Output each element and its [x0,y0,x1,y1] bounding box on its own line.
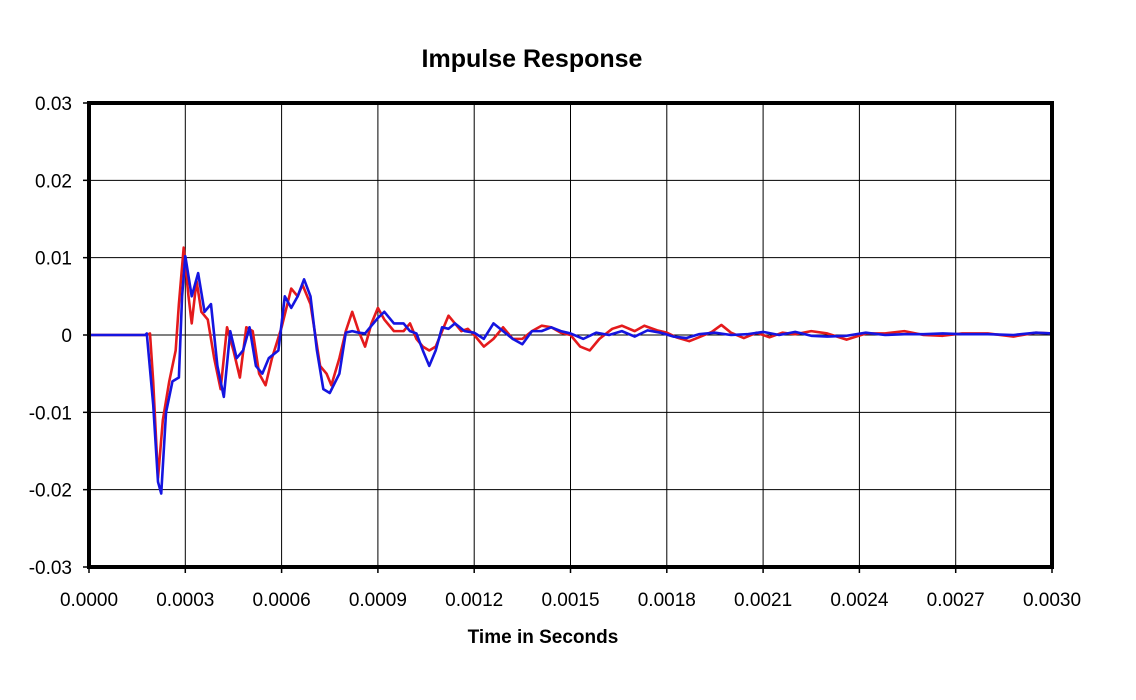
x-tick-label: 0.0030 [1023,590,1081,611]
x-tick-label: 0.0009 [349,590,407,611]
x-tick-label: 0.0018 [638,590,696,611]
y-tick-label: -0.03 [29,558,72,579]
chart-title: Impulse Response [422,45,643,73]
x-tick-label: 0.0006 [253,590,311,611]
x-tick-label: 0.0021 [734,590,792,611]
y-tick-label: 0.03 [35,94,72,115]
tick-labels: 0.0000 0.0003 0.0006 0.0009 0.0012 0.0015 0.00… [29,94,1081,611]
x-tick-label: 0.0003 [156,590,214,611]
series-lines [87,246,1054,495]
x-tick-label: 0.0024 [830,590,889,611]
y-tick-label: 0.01 [35,249,72,270]
x-tick-label: 0.0000 [60,590,118,611]
x-tick-label: 0.0012 [445,590,503,611]
series-line-2 [87,254,1054,495]
x-axis-label: Time in Seconds [468,627,619,648]
plot-area-frame [87,101,1054,569]
y-tick-label: 0.02 [35,171,72,192]
x-tick-label: 0.0015 [541,590,599,611]
y-tick-label: -0.01 [29,403,72,424]
y-tick-label: -0.02 [29,481,72,502]
x-tick-label: 0.0027 [927,590,985,611]
y-tick-label: 0 [61,326,72,347]
